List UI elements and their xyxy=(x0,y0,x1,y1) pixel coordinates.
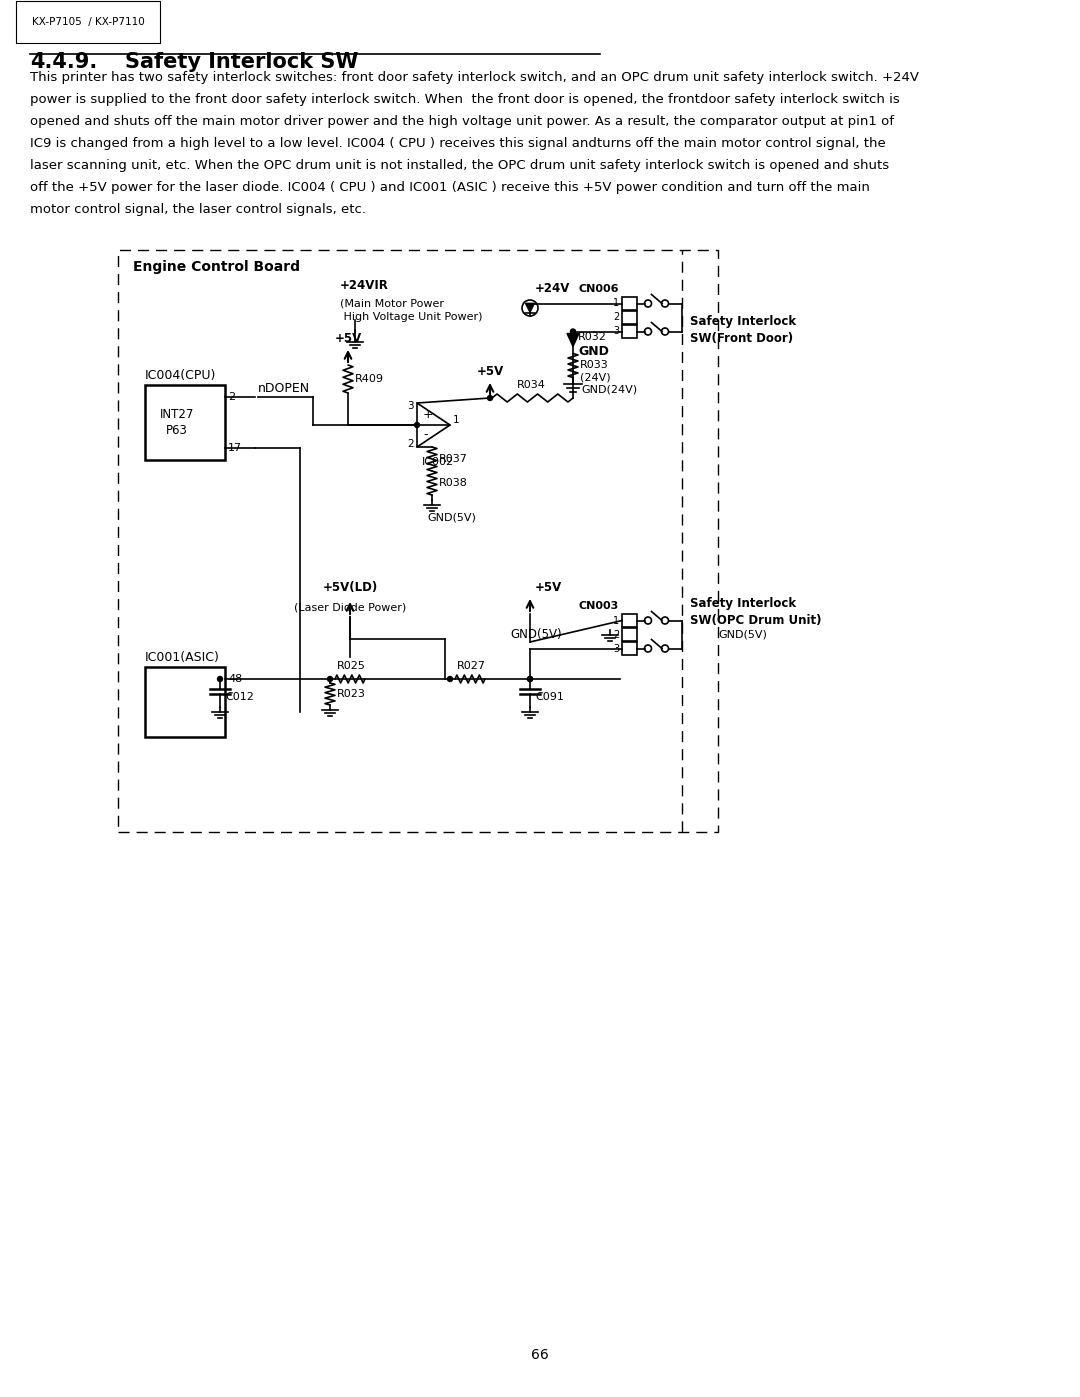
Circle shape xyxy=(415,422,419,427)
Text: 3: 3 xyxy=(612,327,619,337)
Text: SW(OPC Drum Unit): SW(OPC Drum Unit) xyxy=(690,615,822,627)
Text: GND: GND xyxy=(578,345,609,358)
Text: C012: C012 xyxy=(225,692,254,703)
Text: 4.4.9.: 4.4.9. xyxy=(30,52,97,73)
Text: 1: 1 xyxy=(612,616,619,626)
Circle shape xyxy=(527,676,532,682)
Text: R032: R032 xyxy=(578,331,607,341)
Text: High Voltage Unit Power): High Voltage Unit Power) xyxy=(340,312,483,321)
Text: 48: 48 xyxy=(228,673,242,685)
Text: 2: 2 xyxy=(612,630,619,640)
Text: +5V: +5V xyxy=(476,365,503,379)
Text: IC001(ASIC): IC001(ASIC) xyxy=(145,651,220,664)
Text: R025: R025 xyxy=(337,661,366,671)
Bar xyxy=(145,386,225,460)
Text: INT27: INT27 xyxy=(160,408,194,420)
Bar xyxy=(622,326,637,338)
Text: C091: C091 xyxy=(535,692,564,703)
Text: Engine Control Board: Engine Control Board xyxy=(133,260,300,274)
Bar xyxy=(622,615,637,627)
Text: This printer has two safety interlock switches: front door safety interlock swit: This printer has two safety interlock sw… xyxy=(30,71,919,84)
Text: 3: 3 xyxy=(612,644,619,654)
Circle shape xyxy=(527,676,532,682)
Text: P63: P63 xyxy=(166,425,188,437)
Text: +5V: +5V xyxy=(535,581,563,594)
Text: R023: R023 xyxy=(337,689,366,698)
Circle shape xyxy=(487,395,492,401)
Text: nDOPEN: nDOPEN xyxy=(258,381,310,395)
Text: (24V): (24V) xyxy=(580,373,610,383)
Text: KX-P7105  / KX-P7110: KX-P7105 / KX-P7110 xyxy=(32,17,145,27)
Text: IC004(CPU): IC004(CPU) xyxy=(145,369,216,381)
Bar xyxy=(622,312,637,324)
Text: 2: 2 xyxy=(612,313,619,323)
Text: Safety Interlock SW: Safety Interlock SW xyxy=(125,52,359,73)
Bar xyxy=(622,643,637,655)
Text: Safety Interlock: Safety Interlock xyxy=(690,314,796,328)
Circle shape xyxy=(327,676,333,682)
Text: GND(5V): GND(5V) xyxy=(718,630,768,640)
Text: R034: R034 xyxy=(517,380,545,390)
Text: 1: 1 xyxy=(612,299,619,309)
Text: CN003: CN003 xyxy=(579,601,619,610)
Text: R033: R033 xyxy=(580,360,609,370)
Text: 66: 66 xyxy=(531,1348,549,1362)
Text: SW(Front Door): SW(Front Door) xyxy=(690,332,793,345)
Bar xyxy=(622,298,637,310)
Text: +5V: +5V xyxy=(335,332,362,345)
Text: Safety Interlock: Safety Interlock xyxy=(690,597,796,610)
Circle shape xyxy=(217,676,222,682)
Text: CN006: CN006 xyxy=(579,284,619,293)
Circle shape xyxy=(447,676,453,682)
Text: +: + xyxy=(423,408,434,422)
Text: laser scanning unit, etc. When the OPC drum unit is not installed, the OPC drum : laser scanning unit, etc. When the OPC d… xyxy=(30,159,889,172)
Text: R409: R409 xyxy=(355,374,384,384)
Text: R037: R037 xyxy=(438,454,468,464)
Text: +24VIR: +24VIR xyxy=(340,279,389,292)
Bar xyxy=(118,250,718,833)
Text: R038: R038 xyxy=(438,478,468,488)
Text: power is supplied to the front door safety interlock switch. When  the front doo: power is supplied to the front door safe… xyxy=(30,94,900,106)
Polygon shape xyxy=(567,334,579,346)
Text: motor control signal, the laser control signals, etc.: motor control signal, the laser control … xyxy=(30,203,366,217)
Bar xyxy=(622,629,637,641)
Text: opened and shuts off the main motor driver power and the high voltage unit power: opened and shuts off the main motor driv… xyxy=(30,115,894,129)
Text: 2: 2 xyxy=(228,393,235,402)
Circle shape xyxy=(570,330,576,334)
Text: 3: 3 xyxy=(407,401,414,411)
Text: +24V: +24V xyxy=(535,282,570,295)
Text: GND(24V): GND(24V) xyxy=(581,384,637,394)
Text: IC002: IC002 xyxy=(422,457,454,467)
Text: 2: 2 xyxy=(407,439,414,448)
Text: -: - xyxy=(423,429,428,441)
Text: 1: 1 xyxy=(453,415,460,425)
Bar xyxy=(145,666,225,738)
Text: (Laser Diode Power): (Laser Diode Power) xyxy=(294,602,406,612)
Text: off the +5V power for the laser diode. IC004 ( CPU ) and IC001 (ASIC ) receive t: off the +5V power for the laser diode. I… xyxy=(30,182,869,194)
Text: 17: 17 xyxy=(228,443,242,453)
Text: GND(5V): GND(5V) xyxy=(427,511,476,522)
Text: +5V(LD): +5V(LD) xyxy=(322,581,378,594)
Text: IC9 is changed from a high level to a low level. IC004 ( CPU ) receives this sig: IC9 is changed from a high level to a lo… xyxy=(30,137,886,149)
Text: (Main Motor Power: (Main Motor Power xyxy=(340,298,444,307)
Text: R027: R027 xyxy=(457,661,486,671)
Text: GND(5V): GND(5V) xyxy=(511,629,562,641)
Polygon shape xyxy=(525,303,535,313)
